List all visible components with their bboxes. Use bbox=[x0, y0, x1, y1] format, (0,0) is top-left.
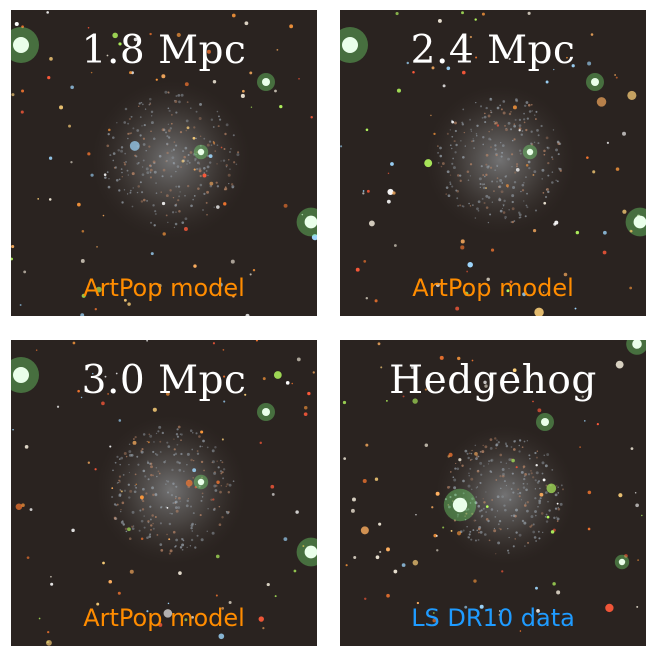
panel-model-1-8-mpc: 1.8 Mpc ArtPop model bbox=[11, 10, 317, 316]
panel-title: 2.4 Mpc bbox=[410, 28, 576, 73]
panel-label: ArtPop model bbox=[83, 274, 245, 302]
galaxy-image bbox=[340, 340, 646, 646]
panel-title: Hedgehog bbox=[389, 358, 597, 403]
panel-model-3-0-mpc: 3.0 Mpc ArtPop model bbox=[11, 340, 317, 646]
panel-label: ArtPop model bbox=[412, 274, 574, 302]
panel-label: ArtPop model bbox=[83, 604, 245, 632]
panel-hedgehog-data: Hedgehog LS DR10 data bbox=[340, 340, 646, 646]
galaxy-image bbox=[340, 10, 646, 316]
panel-label: LS DR10 data bbox=[411, 604, 575, 632]
panel-model-2-4-mpc: 2.4 Mpc ArtPop model bbox=[340, 10, 646, 316]
panel-title: 3.0 Mpc bbox=[81, 358, 247, 403]
galaxy-image bbox=[11, 340, 317, 646]
panel-title: 1.8 Mpc bbox=[81, 28, 247, 73]
galaxy-image bbox=[11, 10, 317, 316]
